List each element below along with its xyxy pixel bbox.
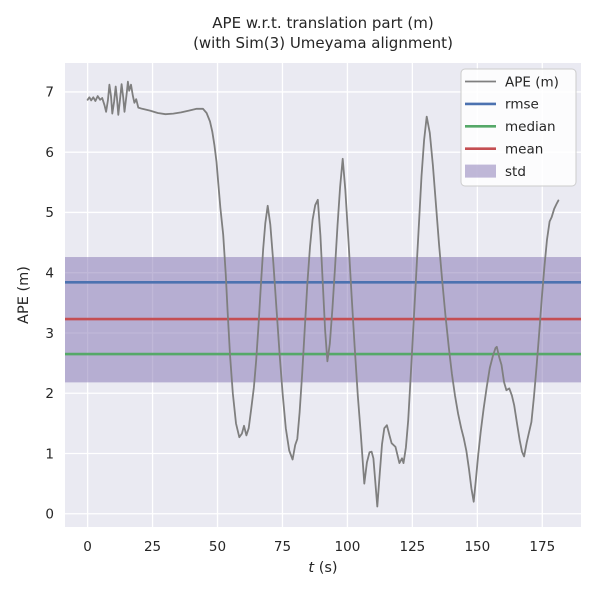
x-tick-label: 0 bbox=[83, 539, 92, 555]
legend-label-rmse: rmse bbox=[505, 97, 539, 113]
x-tick-label: 75 bbox=[274, 539, 291, 555]
legend-box bbox=[460, 68, 577, 187]
x-tick-label: 25 bbox=[144, 539, 161, 555]
y-tick-label: 5 bbox=[45, 205, 54, 221]
y-tick-label: 1 bbox=[45, 446, 54, 462]
ape-series-line bbox=[86, 80, 560, 508]
x-tick-label: 50 bbox=[209, 539, 226, 555]
legend-sample-std bbox=[465, 164, 496, 178]
legend-label-median: median bbox=[505, 119, 556, 135]
y-tick-label: 3 bbox=[45, 326, 54, 342]
y-tick-label: 6 bbox=[45, 145, 54, 161]
x-tick-label: 150 bbox=[464, 539, 490, 555]
x-axis-label: t (s) bbox=[65, 560, 581, 576]
chart-title-line2: (with Sim(3) Umeyama alignment) bbox=[193, 34, 453, 52]
y-tick-label: 4 bbox=[45, 266, 54, 282]
x-axis-label-unit: (s) bbox=[314, 560, 338, 576]
x-tick-label: 100 bbox=[335, 539, 361, 555]
x-tick-label: 175 bbox=[529, 539, 555, 555]
x-axis-label-variable: t bbox=[308, 560, 315, 576]
x-tick-label: 125 bbox=[399, 539, 425, 555]
y-tick-label: 7 bbox=[45, 85, 54, 101]
y-tick-label: 0 bbox=[45, 507, 54, 523]
legend-label-mean: mean bbox=[505, 142, 543, 158]
legend-label-std: std bbox=[505, 164, 526, 180]
y-tick-label: 2 bbox=[45, 386, 54, 402]
chart-title-line1: APE w.r.t. translation part (m) bbox=[212, 14, 434, 32]
chart-title: APE w.r.t. translation part (m) (with Si… bbox=[65, 13, 581, 53]
legend-label-apem: APE (m) bbox=[505, 74, 559, 90]
y-axis-label: APE (m) bbox=[16, 266, 32, 324]
